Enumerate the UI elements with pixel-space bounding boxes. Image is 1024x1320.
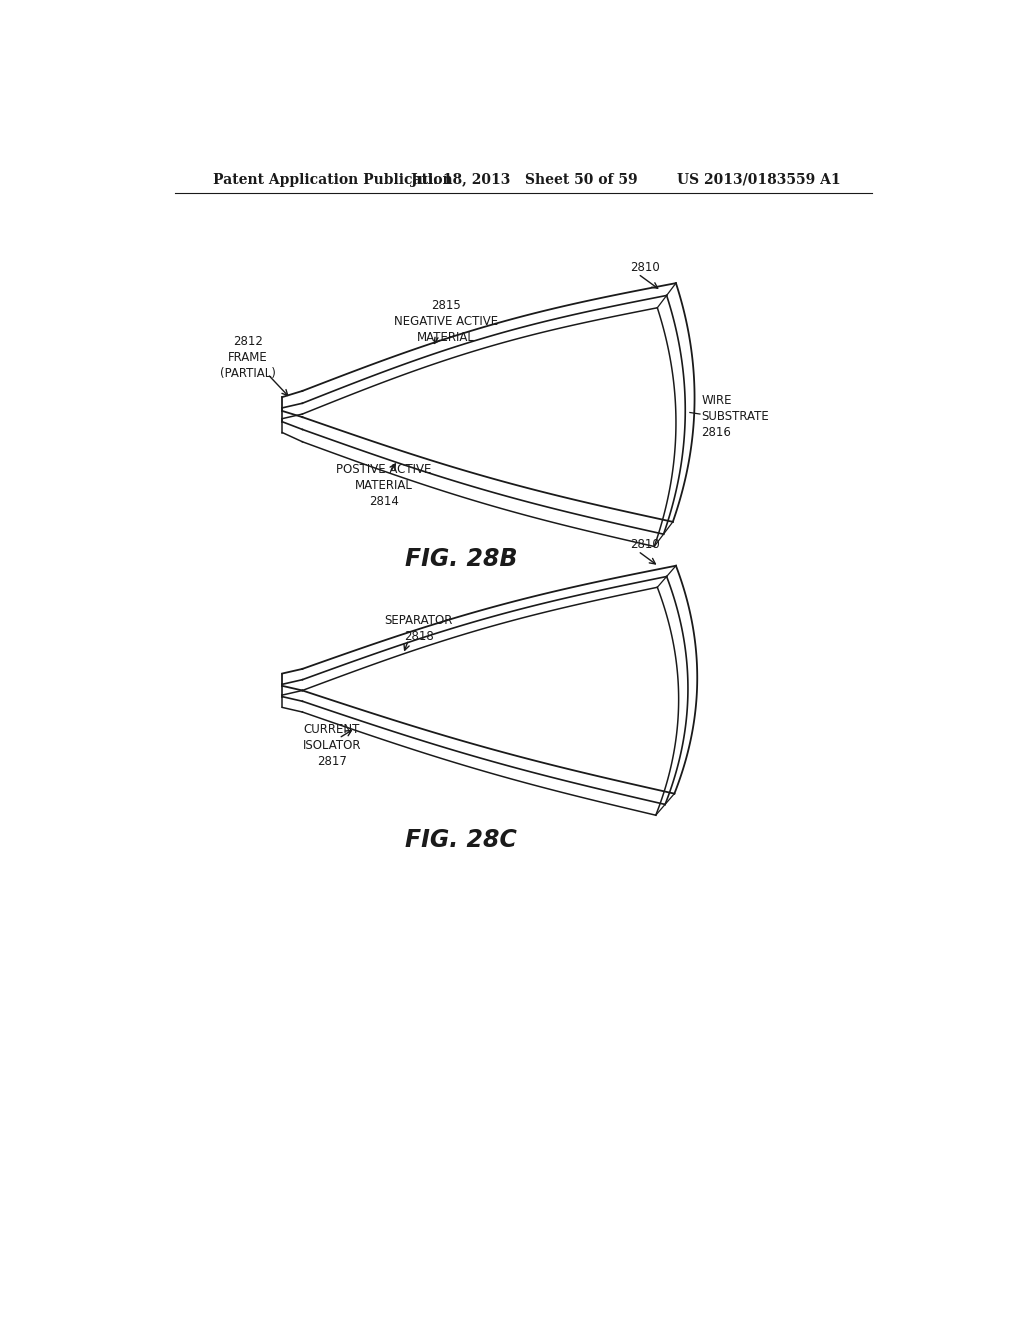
Text: POSTIVE ACTIVE
MATERIAL
2814: POSTIVE ACTIVE MATERIAL 2814 xyxy=(336,463,431,508)
Text: Patent Application Publication: Patent Application Publication xyxy=(213,173,453,187)
Text: Jul. 18, 2013   Sheet 50 of 59: Jul. 18, 2013 Sheet 50 of 59 xyxy=(412,173,638,187)
Text: 2810: 2810 xyxy=(630,261,659,275)
Text: US 2013/0183559 A1: US 2013/0183559 A1 xyxy=(677,173,841,187)
Text: WIRE
SUBSTRATE
2816: WIRE SUBSTRATE 2816 xyxy=(701,393,769,438)
Text: 2810: 2810 xyxy=(630,539,659,552)
Text: FIG. 28C: FIG. 28C xyxy=(406,828,517,851)
Text: 2815
NEGATIVE ACTIVE
MATERIAL: 2815 NEGATIVE ACTIVE MATERIAL xyxy=(393,300,498,345)
Text: 2812
FRAME
(PARTIAL): 2812 FRAME (PARTIAL) xyxy=(220,334,276,380)
Text: FIG. 28B: FIG. 28B xyxy=(406,546,517,570)
Text: CURRENT
ISOLATOR
2817: CURRENT ISOLATOR 2817 xyxy=(302,722,361,768)
Text: SEPARATOR
2818: SEPARATOR 2818 xyxy=(384,614,453,643)
